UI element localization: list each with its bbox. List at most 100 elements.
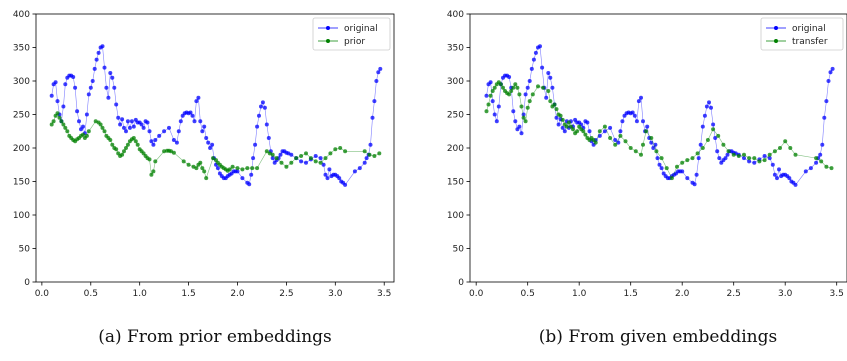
data-point [129, 119, 134, 124]
data-point [515, 85, 520, 90]
data-point [608, 125, 613, 130]
legend-label-transfer: transfer [792, 37, 828, 47]
data-point [284, 164, 289, 169]
data-point [628, 146, 633, 150]
data-point [494, 119, 499, 124]
data-point [824, 164, 829, 169]
data-point [544, 95, 549, 100]
data-point [523, 92, 528, 97]
data-point [352, 169, 357, 174]
data-point [824, 99, 829, 104]
data-point [102, 65, 107, 70]
data-point [318, 156, 323, 161]
data-point [318, 160, 323, 165]
data-point [517, 124, 522, 129]
y-tick-label: 50 [19, 245, 31, 255]
data-point [362, 149, 367, 154]
data-point [333, 147, 338, 152]
y-tick-label: 250 [13, 111, 30, 121]
data-point [548, 75, 553, 80]
data-point [120, 152, 125, 157]
data-point [527, 99, 532, 104]
data-point [264, 149, 269, 154]
data-point [215, 166, 220, 171]
data-point [240, 176, 245, 181]
data-point [102, 129, 107, 134]
data-point [587, 129, 592, 134]
data-point [157, 133, 162, 138]
data-point [264, 122, 269, 127]
data-point [181, 159, 186, 164]
data-point [240, 167, 245, 172]
data-point [793, 182, 798, 187]
data-point [630, 110, 635, 115]
data-point [698, 142, 703, 147]
data-point [554, 107, 559, 112]
data-point [814, 160, 819, 165]
data-point [86, 129, 91, 134]
data-point [194, 166, 199, 171]
data-point [531, 57, 536, 62]
data-point [725, 152, 730, 157]
data-point [793, 152, 798, 157]
series-original [49, 44, 383, 187]
data-point [299, 159, 304, 164]
data-point [337, 176, 342, 181]
legend-marker-transfer [774, 39, 778, 43]
figure-caption: (a) From prior embeddings [98, 327, 332, 347]
x-tick-label: 0.0 [35, 289, 50, 299]
chart-panel-2: 0.0 0.5 1.0 1.5 2.0 2.5 3.0 3.5 0 50 100 150 200 250 3… [447, 10, 847, 347]
data-point [772, 149, 777, 154]
data-point [289, 160, 294, 165]
data-point [174, 140, 179, 145]
data-point [830, 66, 835, 71]
x-tick-label: 3.5 [830, 289, 844, 299]
legend-box [312, 17, 391, 51]
data-point [511, 85, 516, 90]
data-point [98, 122, 103, 127]
data-point [188, 110, 193, 115]
data-point [747, 156, 752, 161]
data-point [529, 66, 534, 71]
data-point [338, 146, 343, 150]
y-tick-label: 150 [447, 178, 464, 188]
data-point [208, 146, 213, 150]
series-transfer [484, 80, 834, 181]
data-point [96, 50, 101, 55]
data-point [546, 89, 551, 93]
data-point [125, 142, 130, 147]
data-point [124, 129, 128, 134]
data-point [685, 176, 690, 181]
data-point [762, 154, 767, 158]
data-point [541, 85, 546, 90]
data-point [178, 119, 183, 124]
y-tick-label: 200 [13, 144, 30, 154]
data-point [374, 79, 379, 83]
data-point [702, 113, 707, 118]
data-point [75, 109, 80, 114]
data-point [613, 138, 618, 142]
data-point [55, 99, 60, 104]
data-point [57, 115, 62, 120]
data-point [770, 162, 775, 167]
data-point [325, 176, 330, 181]
data-point [818, 152, 823, 157]
data-point [509, 89, 514, 93]
data-point [372, 99, 377, 104]
data-point [131, 136, 136, 140]
data-point [536, 84, 540, 89]
data-point [721, 142, 726, 147]
data-point [84, 112, 89, 117]
data-point [533, 50, 538, 55]
data-point [367, 152, 372, 157]
legend-marker-original [326, 26, 330, 30]
data-point [655, 156, 660, 161]
data-point [709, 105, 713, 110]
data-point [644, 129, 649, 134]
data-point [266, 136, 271, 140]
data-point [747, 159, 752, 164]
data-point [602, 129, 607, 134]
data-point [767, 152, 772, 157]
data-point [151, 169, 156, 174]
data-point [368, 142, 373, 147]
